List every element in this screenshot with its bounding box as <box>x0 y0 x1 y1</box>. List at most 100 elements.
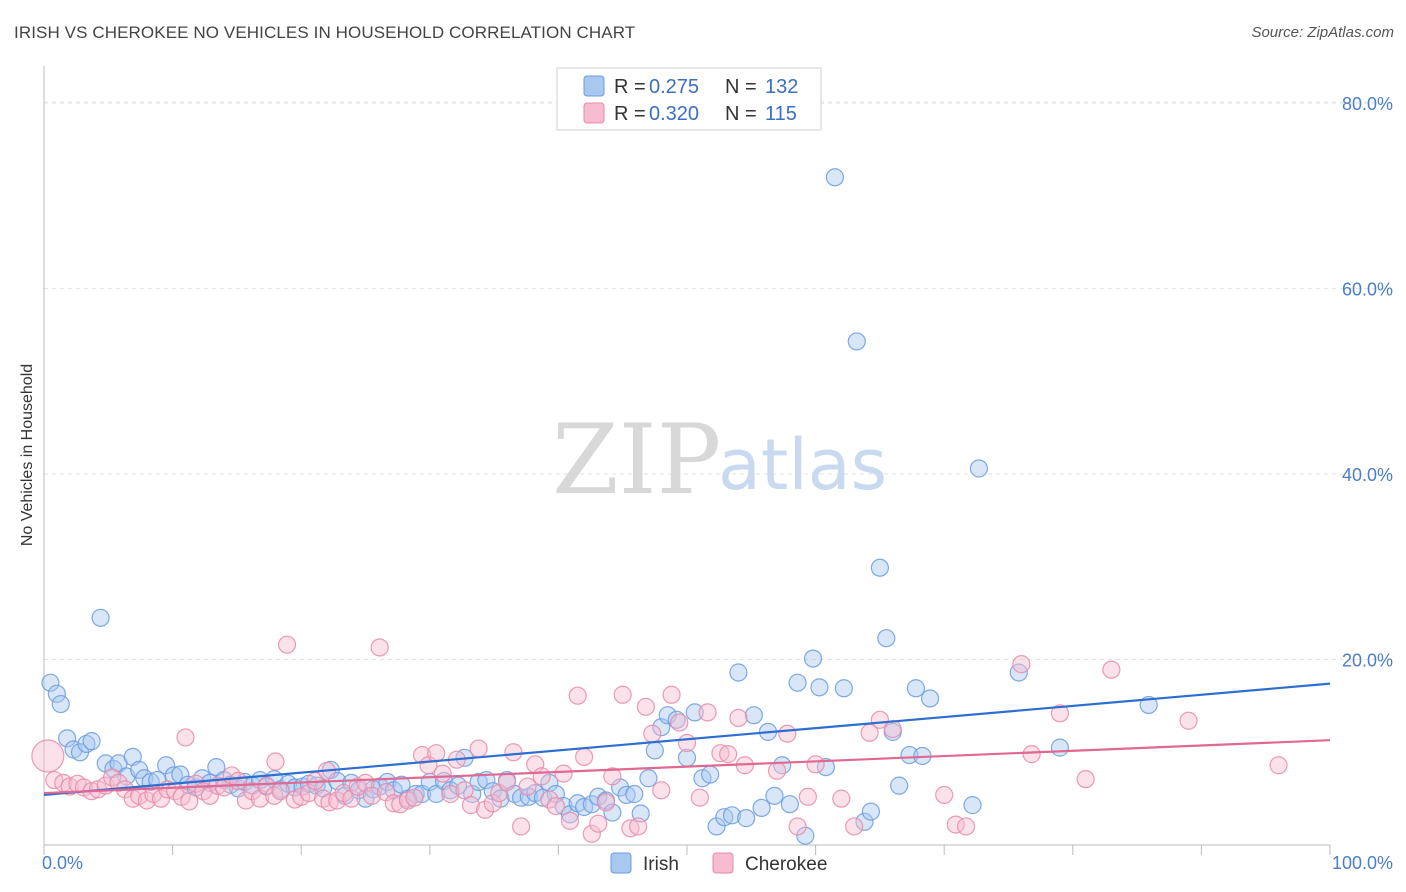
cherokee-point <box>497 772 517 792</box>
cherokee-point <box>137 791 156 810</box>
irish-point <box>900 745 919 765</box>
cherokee-point <box>1076 770 1095 789</box>
watermark-atlas: atlas <box>718 424 887 506</box>
irish-point <box>51 694 70 714</box>
irish-point <box>969 459 989 478</box>
irish-point <box>639 769 658 788</box>
cherokee-point <box>956 817 976 836</box>
x-tick-label-1: 100.0% <box>1332 853 1393 873</box>
cherokee-point <box>518 777 537 796</box>
irish-point <box>685 703 704 722</box>
cherokee-point <box>832 789 851 808</box>
irish-point <box>855 812 874 831</box>
cherokee-point <box>1012 655 1031 674</box>
cherokee-point <box>845 817 864 836</box>
irish-point <box>780 795 799 814</box>
irish-point <box>920 689 940 708</box>
cherokee-point <box>883 719 902 739</box>
legend-n-label-irish: N = <box>725 76 757 98</box>
irish-point <box>625 784 644 804</box>
cherokee-point <box>328 791 347 810</box>
axes <box>43 66 1331 855</box>
irish-point <box>963 796 982 815</box>
irish-point <box>41 673 60 692</box>
cherokee-point <box>589 814 608 833</box>
cherokee-point <box>266 752 285 771</box>
irish-point <box>667 710 686 729</box>
chart-title: IRISH VS CHEROKEE NO VEHICLES IN HOUSEHO… <box>14 23 636 42</box>
cherokee-point <box>412 745 432 765</box>
irish-point <box>877 629 896 648</box>
legend-r-value-cherokee: 0.320 <box>649 103 699 125</box>
cherokee-point <box>546 796 565 816</box>
irish-point <box>58 729 77 748</box>
grid-lines <box>44 101 1392 661</box>
legend-r-label-cherokee: R = <box>614 103 646 125</box>
irish-point <box>47 684 66 703</box>
irish-point <box>796 826 815 845</box>
irish-point <box>906 679 926 698</box>
irish-point <box>77 734 96 754</box>
irish-point <box>773 756 792 775</box>
irish-point <box>816 757 835 777</box>
irish-point <box>834 679 853 698</box>
cherokee-point <box>935 785 954 805</box>
cherokee-point <box>596 793 616 812</box>
irish-point <box>701 765 720 784</box>
cherokee-point <box>504 743 523 762</box>
irish-point <box>91 608 110 627</box>
irish-point <box>765 786 784 805</box>
watermark-zip: ZIP <box>552 404 721 516</box>
y-tick-label-3: 80.0% <box>1342 94 1393 114</box>
cherokee-point <box>568 686 587 705</box>
cherokee-point <box>512 817 531 836</box>
cherokee-point <box>662 685 681 704</box>
irish-point <box>752 798 771 818</box>
cherokee-point <box>575 747 594 766</box>
cherokee-point <box>405 788 424 807</box>
bottom-legend-label-cherokee: Cherokee <box>745 854 827 875</box>
cherokee-point <box>236 791 256 810</box>
series-legend: Irish Cherokee <box>610 852 827 875</box>
bottom-legend-swatch-irish <box>610 852 632 874</box>
irish-point <box>847 332 866 351</box>
cherokee-point <box>532 767 551 786</box>
cherokee-point <box>613 685 632 704</box>
irish-point <box>617 785 636 805</box>
cherokee-point <box>176 728 195 747</box>
x-tick-label-0: 0.0% <box>42 853 83 873</box>
cherokee-point <box>719 745 738 764</box>
bottom-legend-swatch-cherokee <box>712 852 734 874</box>
cherokee-point <box>540 790 559 809</box>
cherokee-point <box>229 771 248 791</box>
cherokee-point <box>433 764 452 783</box>
cherokee-point <box>603 767 622 786</box>
cherokee-trend-line <box>43 739 1331 795</box>
cherokee-point <box>277 635 297 654</box>
legend-n-value-irish: 132 <box>765 76 798 98</box>
irish-point <box>825 168 844 187</box>
cherokee-point <box>560 811 580 830</box>
cherokee-point <box>370 638 389 657</box>
cherokee-point <box>31 739 65 773</box>
cherokee-point <box>670 713 689 732</box>
irish-point <box>582 795 601 814</box>
watermark: ZIP atlas <box>552 404 887 516</box>
legend-r-value-irish: 0.275 <box>649 76 699 98</box>
cherokee-point <box>1050 704 1070 723</box>
irish-trend-line <box>43 682 1331 797</box>
legend-n-label-cherokee: N = <box>725 103 757 125</box>
cherokee-point <box>180 792 199 811</box>
irish-point <box>1050 738 1070 757</box>
irish-point <box>512 788 531 807</box>
irish-point <box>722 806 742 825</box>
irish-point <box>788 673 807 692</box>
irish-point <box>810 678 829 697</box>
irish-point <box>82 732 101 751</box>
cherokee-point <box>151 789 171 808</box>
y-tick-label-2: 60.0% <box>1342 280 1393 300</box>
legend-swatch-cherokee <box>583 102 605 124</box>
irish-point <box>861 802 880 821</box>
cherokee-point <box>461 796 481 815</box>
